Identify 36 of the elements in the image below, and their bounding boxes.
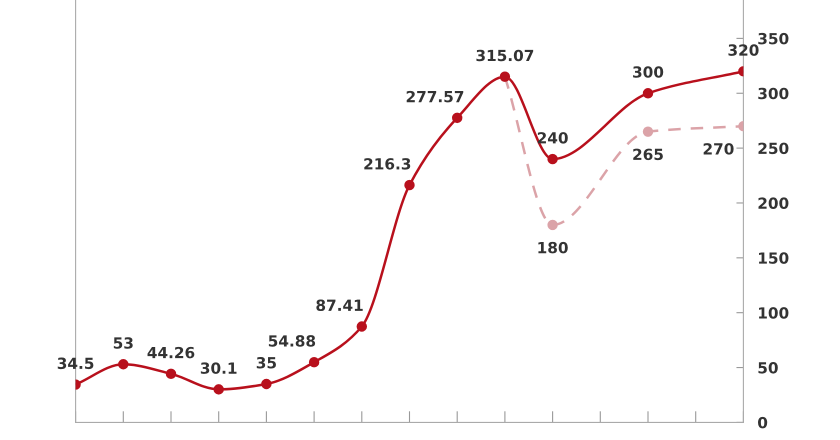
y-tick-label: 50	[758, 362, 778, 374]
point	[404, 180, 415, 190]
y-tick-label: 350	[758, 32, 788, 44]
y-tick-label: 150	[759, 252, 788, 264]
data-label: 180	[538, 242, 568, 254]
point	[642, 88, 654, 98]
y-tick-label: 100	[759, 307, 788, 319]
point	[356, 321, 368, 332]
y-tick-label: 300	[758, 88, 788, 100]
y-tick-label: 200	[758, 197, 788, 209]
point	[118, 359, 129, 370]
data-label: 54.88	[268, 335, 316, 347]
point	[642, 126, 654, 137]
data-label: 87.41	[316, 299, 363, 312]
data-label: 320	[728, 44, 759, 56]
data-label: 30.1	[200, 362, 236, 374]
data-label: 265	[633, 148, 663, 160]
point	[547, 220, 558, 230]
point	[452, 112, 462, 124]
point	[213, 384, 224, 395]
point	[308, 356, 320, 368]
data-label: 240	[538, 132, 568, 144]
data-label: 44.26	[148, 346, 194, 358]
data-label: 315.07	[476, 50, 534, 62]
y-tick-label: 0	[758, 416, 768, 428]
point	[547, 154, 558, 164]
data-label: 53	[114, 337, 133, 349]
y-tick-label: 250	[758, 142, 788, 154]
point	[166, 368, 176, 380]
data-label: 34.5	[58, 358, 94, 370]
data-label: 300	[633, 66, 664, 78]
data-label: 277.57	[406, 90, 464, 102]
data-label: 270	[704, 143, 734, 155]
data-label: 216.3	[364, 158, 410, 170]
data-label: 35	[256, 356, 276, 369]
point	[261, 378, 272, 390]
